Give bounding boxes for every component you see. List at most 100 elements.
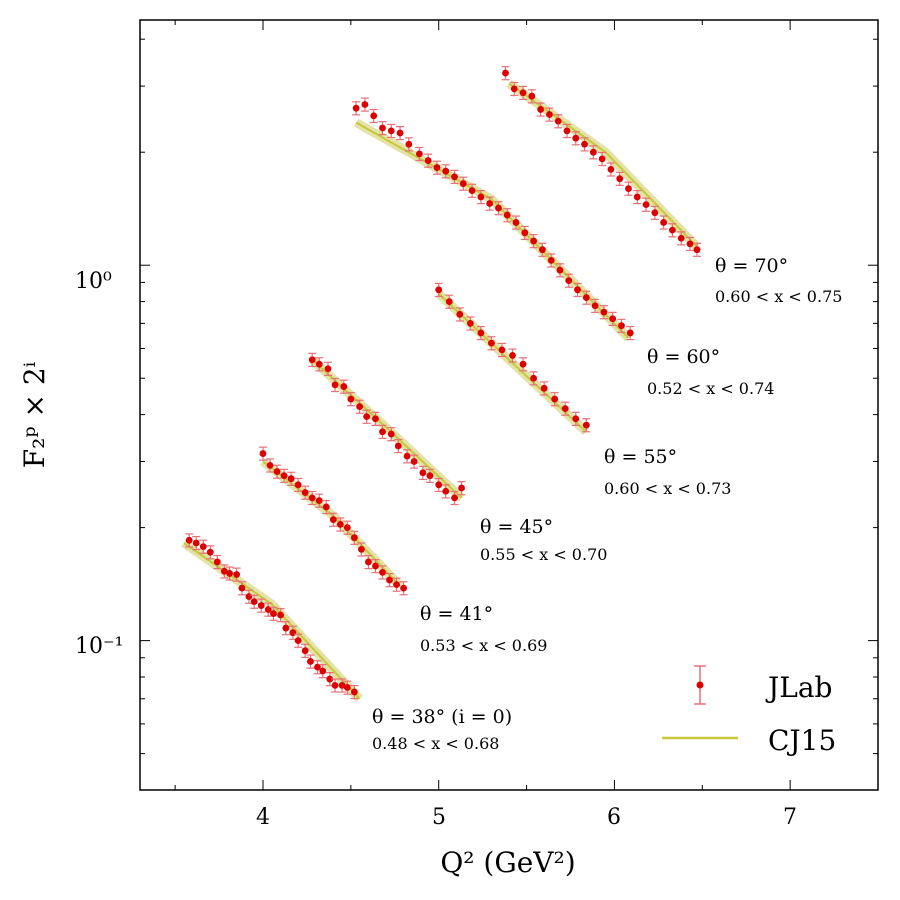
jlab-point [572, 134, 580, 142]
jlab-point [442, 167, 450, 175]
jlab-point [387, 430, 395, 438]
jlab-point [582, 421, 590, 429]
jlab-point [442, 487, 450, 495]
jlab-point [257, 602, 265, 609]
series-label-60: θ = 60° [647, 346, 720, 368]
jlab-point [693, 246, 701, 254]
jlab-point [537, 106, 545, 113]
jlab-point [405, 140, 413, 148]
jlab-point [220, 567, 228, 575]
jlab-point [350, 534, 358, 542]
jlab-point [213, 558, 221, 566]
jlab-point [530, 237, 537, 245]
jlab-point [554, 117, 562, 125]
jlab-point [358, 545, 365, 553]
jlab-point [466, 319, 474, 327]
jlab-point [547, 256, 555, 264]
jlab-point [556, 266, 564, 274]
jlab-point [393, 581, 400, 588]
cj15-line-0 [183, 542, 361, 700]
jlab-point [660, 219, 668, 226]
jlab-point [509, 352, 516, 359]
jlab-point [642, 201, 650, 209]
jlab-point [589, 148, 597, 156]
jlab-point [495, 204, 502, 212]
jlab-point [363, 413, 371, 421]
jlab-point [372, 562, 379, 570]
jlab-point [379, 124, 386, 132]
jlab-point [574, 286, 581, 294]
jlab-point [677, 234, 685, 242]
jlab-point [379, 428, 386, 436]
jlab-point [264, 606, 272, 613]
series-range-45: 0.55 < x < 0.70 [480, 545, 607, 564]
jlab-point [356, 403, 364, 411]
jlab-point [400, 584, 407, 592]
jlab-point [618, 322, 625, 330]
jlab-point [315, 360, 323, 368]
jlab-point [451, 494, 458, 502]
jlab-point [270, 610, 277, 618]
jlab-point [280, 472, 288, 480]
jlab-point [458, 484, 465, 492]
legend-label-cj15: CJ15 [768, 724, 836, 757]
series-label-38: θ = 38° (i = 0) [372, 706, 512, 728]
jlab-point [331, 381, 339, 389]
jlab-point [301, 489, 309, 496]
x-tick-label-4: 4 [256, 805, 270, 830]
jlab-point [396, 129, 404, 137]
jlab-point [343, 684, 351, 691]
jlab-point [350, 688, 358, 696]
jlab-point [238, 584, 246, 592]
jlab-point [287, 475, 295, 483]
jlab-point [199, 543, 207, 551]
jlab-point [336, 520, 344, 528]
jlab-point [315, 497, 323, 505]
jlab-point [343, 524, 351, 532]
jlab-point [277, 611, 284, 619]
jlab-point [379, 568, 386, 576]
jlab-point [259, 450, 267, 457]
jlab-point [563, 127, 571, 135]
jlab-point [192, 539, 200, 547]
jlab-point [294, 637, 302, 645]
jlab-point [565, 277, 573, 284]
jlab-point [669, 226, 676, 234]
jlab-point [435, 286, 443, 294]
jlab-point [561, 405, 569, 412]
jlab-point [686, 240, 694, 248]
jlab-point [540, 384, 548, 392]
series-label-45: θ = 45° [480, 516, 553, 538]
jlab-point [633, 193, 641, 201]
x-tick-label-6: 6 [607, 805, 621, 830]
jlab-point [502, 69, 509, 77]
jlab-point [370, 112, 378, 120]
jlab-point [451, 173, 458, 181]
jlab-point [486, 200, 494, 207]
series-range-38: 0.48 < x < 0.68 [372, 734, 499, 753]
jlab-point [625, 185, 632, 192]
series-range-55: 0.60 < x < 0.73 [604, 479, 731, 498]
jlab-point [294, 481, 302, 489]
jlab-point [361, 101, 369, 108]
y-tick-label-0p1-text: 10⁻¹ [75, 634, 123, 659]
jlab-point [468, 187, 476, 195]
series-range-41: 0.53 < x < 0.69 [420, 636, 547, 655]
jlab-point [352, 104, 360, 112]
jlab-point [519, 89, 527, 97]
jlab-point [581, 140, 588, 148]
x-axis-title: Q² (GeV²) [440, 846, 575, 879]
jlab-point [326, 675, 334, 683]
legend-label-jlab: JLab [765, 671, 832, 704]
jlab-point [415, 150, 423, 158]
jlab-point [226, 570, 234, 577]
jlab-point [410, 458, 418, 465]
y-tick-label-0p1: 10⁻¹ [75, 634, 123, 659]
jlab-point [426, 472, 434, 480]
y-tick-label-1-text: 10⁰ [75, 269, 112, 294]
jlab-point [435, 481, 443, 489]
jlab-point [477, 329, 485, 337]
jlab-point [433, 164, 441, 171]
jlab-point [609, 315, 617, 323]
jlab-point [206, 548, 214, 556]
